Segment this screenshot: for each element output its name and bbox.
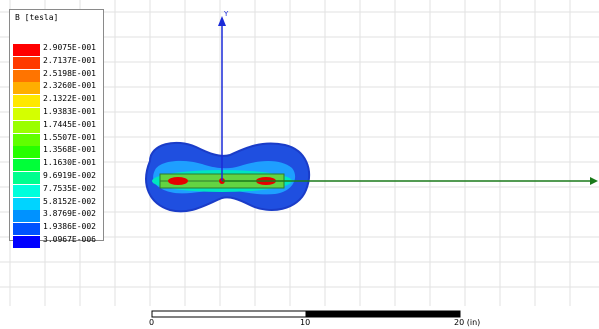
legend-value: 1.9383E-001 xyxy=(43,107,96,116)
legend-swatch xyxy=(13,184,40,197)
legend-swatch xyxy=(13,82,40,95)
scale-label-0: 0 xyxy=(149,318,155,327)
legend-value: 1.5507E-001 xyxy=(43,132,96,142)
legend-swatch xyxy=(13,69,40,82)
x-axis-arrow xyxy=(590,177,598,185)
legend-value: 1.7445E-001 xyxy=(43,119,96,129)
legend-swatch xyxy=(13,108,40,120)
legend-swatch xyxy=(13,172,40,184)
scale-bar-white-segment xyxy=(151,310,307,318)
legend-value: 3.8769E-002 xyxy=(43,209,96,219)
scale-bar xyxy=(151,310,461,318)
field-hotspot-left xyxy=(168,177,188,185)
legend-swatch xyxy=(13,223,40,236)
legend-swatch xyxy=(13,197,40,210)
legend-value: 1.9386E-002 xyxy=(43,222,96,232)
legend-swatch xyxy=(13,210,40,223)
legend-swatch xyxy=(13,56,40,69)
scale-label-10: 10 xyxy=(300,318,311,327)
legend-value: 2.3260E-001 xyxy=(43,81,96,91)
coordinate-axes: Y xyxy=(218,10,598,185)
legend-value: 2.5198E-001 xyxy=(43,68,96,78)
legend-swatch xyxy=(13,236,40,248)
legend-swatch xyxy=(13,133,40,146)
legend-value: 1.1630E-001 xyxy=(43,158,96,168)
legend-swatch xyxy=(13,120,40,133)
legend-swatch xyxy=(13,146,40,159)
scale-label-20: 20 (in) xyxy=(454,318,481,327)
legend-value: 2.1322E-001 xyxy=(43,94,96,104)
field-magnitude-plot xyxy=(145,141,310,213)
legend-value: 5.8152E-002 xyxy=(43,196,96,206)
legend-title: B [tesla] xyxy=(15,13,59,22)
legend-value: 2.9075E-001 xyxy=(43,43,96,52)
legend-swatch xyxy=(13,44,40,56)
legend-swatch xyxy=(13,95,40,108)
y-axis-arrow xyxy=(218,16,226,26)
legend-value: 2.7137E-001 xyxy=(43,55,96,65)
legend-value: 1.3568E-001 xyxy=(43,145,96,155)
legend-value: 9.6919E-002 xyxy=(43,171,96,180)
field-legend: B [tesla] 2.9075E-001 2.7137E-001 2.5198E-… xyxy=(9,9,104,248)
y-axis-label: Y xyxy=(223,10,229,18)
legend-value: 7.7535E-002 xyxy=(43,183,96,193)
legend-value: 3.0967E-006 xyxy=(43,235,96,244)
scale-bar-black-segment xyxy=(305,310,461,318)
legend-swatch xyxy=(13,159,40,172)
